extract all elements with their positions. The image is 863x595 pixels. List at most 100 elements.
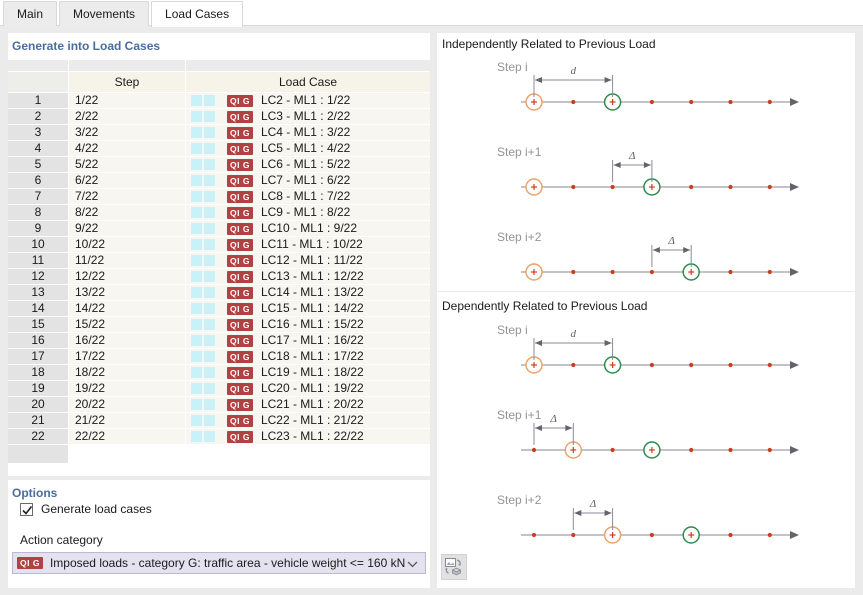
table-row[interactable]: 5 5/22 QI G LC6 - ML1 : 5/22 bbox=[8, 157, 430, 172]
load-case-cell: QI G LC9 - ML1 : 8/22 bbox=[186, 205, 430, 220]
action-category-badge-icon: QI G bbox=[17, 557, 43, 569]
dim-arrow-icon bbox=[535, 77, 542, 83]
tab-movements[interactable]: Movements bbox=[59, 1, 150, 26]
row-number: 2 bbox=[8, 109, 68, 124]
load-case-value: LC4 - ML1 : 3/22 bbox=[260, 125, 351, 139]
action-category-dropdown[interactable]: QI G Imposed loads - category G: traffic… bbox=[12, 552, 426, 574]
axis-arrow-icon bbox=[790, 268, 799, 276]
load-case-value: LC23 - ML1 : 22/22 bbox=[260, 429, 364, 443]
options-section-title: Options bbox=[12, 486, 58, 500]
position-dot bbox=[571, 532, 576, 538]
table-row[interactable]: 9 9/22 QI G LC10 - ML1 : 9/22 bbox=[8, 221, 430, 236]
row-number: 13 bbox=[8, 285, 68, 300]
load-case-cell: QI G LC19 - ML1 : 18/22 bbox=[186, 365, 430, 380]
table-row[interactable]: 6 6/22 QI G LC7 - ML1 : 6/22 bbox=[8, 173, 430, 188]
table-row[interactable]: 7 7/22 QI G LC8 - ML1 : 7/22 bbox=[8, 189, 430, 204]
generate-load-cases-label: Generate load cases bbox=[41, 502, 152, 516]
axis-arrow-icon bbox=[790, 531, 799, 539]
indicator-square-icon bbox=[204, 159, 215, 170]
row-number: 20 bbox=[8, 397, 68, 412]
axis-arrow-icon bbox=[790, 98, 799, 106]
load-case-value: LC17 - ML1 : 16/22 bbox=[260, 333, 364, 347]
table-row[interactable]: 22 22/22 QI G LC23 - ML1 : 22/22 bbox=[8, 429, 430, 444]
position-dot bbox=[610, 447, 615, 453]
copy-graphic-button[interactable] bbox=[441, 554, 467, 580]
indicator-square-icon bbox=[204, 287, 215, 298]
load-case-cell: QI G LC12 - ML1 : 11/22 bbox=[186, 253, 430, 268]
indicator-square-icon bbox=[204, 255, 215, 266]
table-footer-row bbox=[8, 445, 430, 463]
imposed-load-badge-icon: QI G bbox=[227, 350, 253, 363]
load-case-cell: QI G LC20 - ML1 : 19/22 bbox=[186, 381, 430, 396]
table-row[interactable]: 10 10/22 QI G LC11 - ML1 : 10/22 bbox=[8, 237, 430, 252]
indicator-square-icon bbox=[191, 287, 202, 298]
position-dot bbox=[649, 99, 654, 105]
load-case-cell: QI G LC4 - ML1 : 3/22 bbox=[186, 125, 430, 140]
table-row[interactable]: 16 16/22 QI G LC17 - ML1 : 16/22 bbox=[8, 333, 430, 348]
position-dot bbox=[728, 184, 733, 190]
indicator-square-icon bbox=[191, 223, 202, 234]
column-header-load-case: Load Case bbox=[186, 72, 430, 92]
step-value: 5/22 bbox=[69, 157, 185, 172]
position-dot bbox=[689, 362, 694, 368]
indicator-square-icon bbox=[204, 111, 215, 122]
position-dot bbox=[571, 99, 576, 105]
imposed-load-badge-icon: QI G bbox=[227, 334, 253, 347]
step-label: Step i+1 bbox=[497, 145, 542, 159]
indicator-square-icon bbox=[204, 415, 215, 426]
load-case-table-body: 1 1/22 QI G LC2 - ML1 : 1/22 2 2/22 QI G LC3 - … bbox=[8, 93, 430, 444]
load-case-cell: QI G LC17 - ML1 : 16/22 bbox=[186, 333, 430, 348]
indicator-square-icon bbox=[204, 95, 215, 106]
load-case-value: LC15 - ML1 : 14/22 bbox=[260, 301, 364, 315]
table-row[interactable]: 13 13/22 QI G LC14 - ML1 : 13/22 bbox=[8, 285, 430, 300]
table-row[interactable]: 17 17/22 QI G LC18 - ML1 : 17/22 bbox=[8, 349, 430, 364]
position-dot bbox=[689, 447, 694, 453]
table-row[interactable]: 14 14/22 QI G LC15 - ML1 : 14/22 bbox=[8, 301, 430, 316]
load-case-cell: QI G LC11 - ML1 : 10/22 bbox=[186, 237, 430, 252]
table-row[interactable]: 15 15/22 QI G LC16 - ML1 : 15/22 bbox=[8, 317, 430, 332]
imposed-load-badge-icon: QI G bbox=[227, 430, 253, 443]
dim-arrow-icon bbox=[604, 77, 612, 83]
step-value: 15/22 bbox=[69, 317, 185, 332]
load-case-value: LC18 - ML1 : 17/22 bbox=[260, 349, 364, 363]
table-row[interactable]: 19 19/22 QI G LC20 - ML1 : 19/22 bbox=[8, 381, 430, 396]
table-row[interactable]: 11 11/22 QI G LC12 - ML1 : 11/22 bbox=[8, 253, 430, 268]
position-dot bbox=[610, 269, 615, 275]
step-value: 2/22 bbox=[69, 109, 185, 124]
imposed-load-badge-icon: QI G bbox=[227, 398, 253, 411]
graphic-transfer-icon bbox=[445, 558, 462, 576]
diagram-panel: Independently Related to Previous Load S… bbox=[437, 33, 855, 588]
generate-load-cases-checkbox[interactable] bbox=[20, 503, 33, 516]
imposed-load-badge-icon: QI G bbox=[227, 414, 253, 427]
table-row[interactable]: 1 1/22 QI G LC2 - ML1 : 1/22 bbox=[8, 93, 430, 108]
table-row[interactable]: 18 18/22 QI G LC19 - ML1 : 18/22 bbox=[8, 365, 430, 380]
table-row[interactable]: 8 8/22 QI G LC9 - ML1 : 8/22 bbox=[8, 205, 430, 220]
step-label: Step i+2 bbox=[497, 493, 542, 507]
indicator-square-icon bbox=[204, 175, 215, 186]
imposed-load-badge-icon: QI G bbox=[227, 382, 253, 395]
indicator-square-icon bbox=[191, 175, 202, 186]
row-number: 4 bbox=[8, 141, 68, 156]
indicator-square-icon bbox=[204, 303, 215, 314]
step-value: 18/22 bbox=[69, 365, 185, 380]
load-case-cell: QI G LC2 - ML1 : 1/22 bbox=[186, 93, 430, 108]
dim-label: d bbox=[571, 328, 577, 340]
step-value: 20/22 bbox=[69, 397, 185, 412]
table-row[interactable]: 12 12/22 QI G LC13 - ML1 : 12/22 bbox=[8, 269, 430, 284]
table-row[interactable]: 2 2/22 QI G LC3 - ML1 : 2/22 bbox=[8, 109, 430, 124]
tab-load-cases[interactable]: Load Cases bbox=[151, 1, 244, 27]
table-row[interactable]: 20 20/22 QI G LC21 - ML1 : 20/22 bbox=[8, 397, 430, 412]
table-row[interactable]: 4 4/22 QI G LC5 - ML1 : 4/22 bbox=[8, 141, 430, 156]
table-row[interactable]: 21 21/22 QI G LC22 - ML1 : 21/22 bbox=[8, 413, 430, 428]
table-row[interactable]: 3 3/22 QI G LC4 - ML1 : 3/22 bbox=[8, 125, 430, 140]
step-value: 19/22 bbox=[69, 381, 185, 396]
tab-main[interactable]: Main bbox=[3, 1, 58, 26]
load-case-value: LC9 - ML1 : 8/22 bbox=[260, 205, 351, 219]
row-number: 17 bbox=[8, 349, 68, 364]
position-dot bbox=[728, 362, 733, 368]
load-case-value: LC14 - ML1 : 13/22 bbox=[260, 285, 364, 299]
dim-arrow-icon bbox=[643, 162, 651, 168]
step-value: 17/22 bbox=[69, 349, 185, 364]
step-value: 6/22 bbox=[69, 173, 185, 188]
step-value: 1/22 bbox=[69, 93, 185, 108]
